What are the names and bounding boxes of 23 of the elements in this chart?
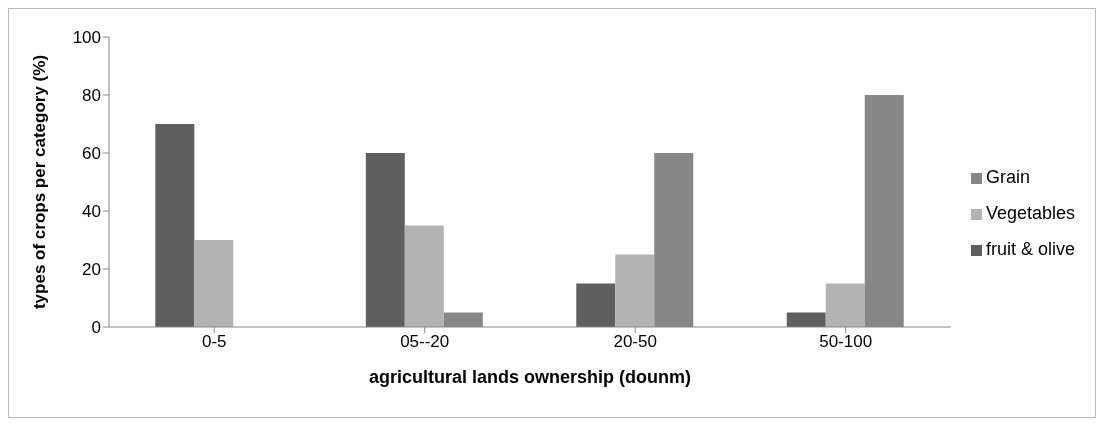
x-tick-label: 50-100	[819, 332, 873, 352]
bar	[615, 254, 655, 327]
legend-label: fruit & olive	[985, 239, 1075, 259]
x-tick-label: 20-50	[613, 332, 657, 352]
y-tick-label: 40	[82, 202, 101, 222]
x-axis-title: agricultural lands ownership (dounm)	[368, 367, 691, 387]
y-tick-label: 20	[82, 260, 101, 280]
y-tick-label: 100	[72, 28, 101, 48]
y-axis-title: types of crops per category (%)	[30, 54, 50, 310]
bar	[576, 283, 616, 327]
y-tick-label: 60	[82, 144, 101, 164]
x-tick-label: 0-5	[201, 332, 227, 352]
legend-label: Grain	[985, 167, 1030, 187]
bar	[825, 283, 865, 327]
bar	[365, 153, 405, 327]
bar	[155, 124, 195, 327]
y-tick-label: 80	[82, 86, 101, 106]
bar	[786, 312, 826, 327]
bar	[194, 240, 234, 327]
legend-label: Vegetables	[985, 203, 1075, 223]
bar	[404, 225, 444, 327]
x-tick-label: 05--20	[400, 332, 450, 352]
y-tick-label: 0	[91, 318, 101, 338]
